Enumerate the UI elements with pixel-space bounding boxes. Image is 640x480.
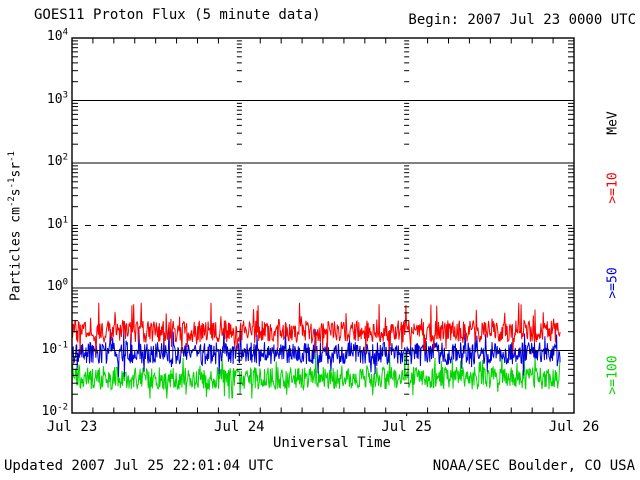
flux-trace-10mev (71, 302, 561, 354)
legend-series-3: >=100 (605, 355, 621, 395)
begin-timestamp: Begin: 2007 Jul 23 0000 UTC (408, 12, 636, 28)
x-axis-label: Universal Time (272, 435, 391, 451)
x-tick-label: Jul 25 (381, 419, 432, 435)
y-tick-label: 100 (46, 277, 68, 294)
legend-unit-mev: MeV (605, 111, 621, 135)
y-tick-label: 104 (46, 27, 68, 44)
x-tick-label: Jul 23 (46, 419, 98, 435)
y-tick-label: 101 (46, 215, 68, 232)
source-attribution: NOAA/SEC Boulder, CO USA (432, 458, 635, 474)
x-tick-label: Jul 24 (214, 419, 265, 435)
plot-frame (71, 37, 575, 414)
x-tick-label: Jul 26 (548, 419, 600, 435)
y-tick-label: 10-2 (41, 402, 69, 419)
flux-trace-100mev (71, 353, 561, 399)
chart-title: GOES11 Proton Flux (5 minute data) (34, 7, 321, 23)
updated-timestamp: Updated 2007 Jul 25 22:01:04 UTC (4, 458, 274, 474)
y-tick-label: 102 (46, 152, 68, 169)
legend-series-1: >=10 (605, 172, 621, 204)
y-tick-label: 103 (46, 90, 68, 107)
legend-series-2: >=50 (605, 267, 621, 299)
y-tick-label: 10-1 (41, 340, 69, 357)
